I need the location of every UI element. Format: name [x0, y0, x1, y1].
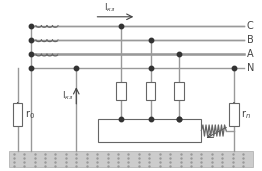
Bar [116, 82, 125, 100]
Bar [229, 103, 238, 126]
Text: B: B [247, 35, 254, 45]
Text: A: A [247, 49, 254, 59]
Text: I$_{кз}$: I$_{кз}$ [104, 1, 116, 14]
Text: r$_0$: r$_0$ [25, 108, 35, 121]
Bar [146, 82, 156, 100]
Text: C: C [247, 21, 254, 31]
Bar [13, 103, 22, 126]
Text: N: N [247, 63, 254, 73]
Bar [174, 82, 184, 100]
Bar [8, 151, 254, 167]
Text: I$_{кз}$: I$_{кз}$ [62, 89, 74, 102]
Text: r$_n$: r$_n$ [241, 108, 251, 121]
Bar [99, 119, 201, 142]
